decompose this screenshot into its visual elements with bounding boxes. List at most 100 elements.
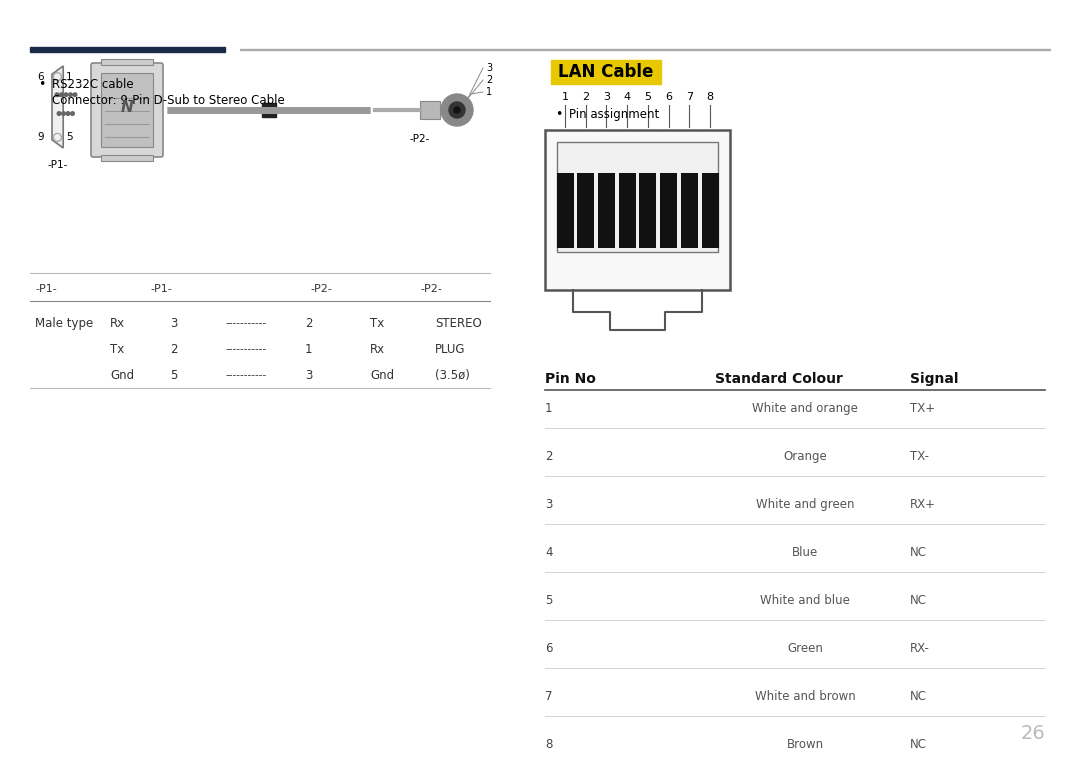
Text: N: N <box>121 99 133 114</box>
Text: 4: 4 <box>623 92 631 102</box>
Text: 6: 6 <box>665 92 672 102</box>
Text: 2: 2 <box>582 92 590 102</box>
Text: -----------: ----------- <box>225 344 267 354</box>
Text: Male type: Male type <box>35 317 93 330</box>
Text: 3: 3 <box>603 92 610 102</box>
Text: -P2-: -P2- <box>409 134 430 144</box>
Text: LAN Cable: LAN Cable <box>558 63 653 81</box>
Text: 5: 5 <box>645 92 651 102</box>
Bar <box>30 47 225 52</box>
Text: White and green: White and green <box>756 497 854 510</box>
Text: Green: Green <box>787 642 823 655</box>
Text: Tx: Tx <box>370 317 384 330</box>
Bar <box>557 142 718 252</box>
Text: -P1-: -P1- <box>35 284 57 294</box>
Bar <box>660 173 677 248</box>
Circle shape <box>69 93 72 96</box>
Polygon shape <box>52 66 64 148</box>
Bar <box>420 101 440 119</box>
Circle shape <box>454 107 460 113</box>
Bar <box>556 173 573 248</box>
Bar <box>680 173 698 248</box>
Text: Pin assignment: Pin assignment <box>569 108 659 121</box>
Text: 8: 8 <box>706 92 714 102</box>
Text: 2: 2 <box>305 317 312 330</box>
Bar <box>545 130 730 290</box>
Text: •: • <box>555 108 563 121</box>
FancyBboxPatch shape <box>91 63 163 157</box>
Text: 2: 2 <box>170 343 177 356</box>
Bar <box>261 103 275 117</box>
Text: RX+: RX+ <box>910 497 936 510</box>
Text: NC: NC <box>910 690 927 703</box>
Bar <box>577 173 594 248</box>
Text: RS232C cable: RS232C cable <box>52 78 134 91</box>
Text: Gnd: Gnd <box>370 369 394 382</box>
Text: Signal: Signal <box>910 372 959 386</box>
Circle shape <box>449 102 465 118</box>
Text: Connector: 9-Pin D-Sub to Stereo Cable: Connector: 9-Pin D-Sub to Stereo Cable <box>52 94 285 107</box>
Text: 26: 26 <box>1021 724 1045 743</box>
Text: NC: NC <box>910 594 927 607</box>
Text: 2: 2 <box>545 449 553 462</box>
Circle shape <box>59 93 64 96</box>
Text: 7: 7 <box>545 690 553 703</box>
Circle shape <box>441 94 473 126</box>
Text: -P1-: -P1- <box>48 160 68 170</box>
Circle shape <box>55 93 58 96</box>
Text: 4: 4 <box>545 546 553 559</box>
Text: 3: 3 <box>305 369 312 382</box>
Text: 3: 3 <box>545 497 552 510</box>
Text: 6: 6 <box>545 642 553 655</box>
Text: -P2-: -P2- <box>420 284 442 294</box>
Text: Tx: Tx <box>110 343 124 356</box>
Bar <box>240 49 1050 50</box>
Text: 1: 1 <box>305 343 312 356</box>
Text: TX+: TX+ <box>910 401 935 414</box>
Circle shape <box>62 111 65 115</box>
Text: Rx: Rx <box>370 343 386 356</box>
Bar <box>551 60 661 84</box>
Text: 5: 5 <box>545 594 552 607</box>
Circle shape <box>73 93 77 96</box>
Text: -P2-: -P2- <box>310 284 332 294</box>
Text: 8: 8 <box>545 738 552 751</box>
Text: 1: 1 <box>545 401 553 414</box>
Text: Blue: Blue <box>792 546 819 559</box>
Text: Gnd: Gnd <box>110 369 134 382</box>
Text: TX-: TX- <box>910 449 929 462</box>
Text: •: • <box>38 78 45 91</box>
Bar <box>102 155 153 161</box>
Text: Brown: Brown <box>786 738 824 751</box>
Text: 7: 7 <box>686 92 693 102</box>
Text: 2: 2 <box>486 75 492 85</box>
Text: 5: 5 <box>66 132 72 143</box>
Bar <box>102 59 153 65</box>
Circle shape <box>57 111 60 115</box>
Circle shape <box>66 111 70 115</box>
Text: 9: 9 <box>38 132 44 143</box>
Text: 5: 5 <box>170 369 177 382</box>
Text: -----------: ----------- <box>225 318 267 328</box>
Text: RX-: RX- <box>910 642 930 655</box>
Bar <box>598 173 615 248</box>
Bar <box>619 173 636 248</box>
Bar <box>702 173 718 248</box>
Text: 3: 3 <box>486 63 492 73</box>
Text: PLUG: PLUG <box>435 343 465 356</box>
Text: White and orange: White and orange <box>752 401 858 414</box>
Text: 1: 1 <box>562 92 568 102</box>
Text: 1: 1 <box>66 72 72 82</box>
Circle shape <box>70 111 75 115</box>
Text: Rx: Rx <box>110 317 125 330</box>
Text: NC: NC <box>910 738 927 751</box>
Text: Pin No: Pin No <box>545 372 596 386</box>
Text: Orange: Orange <box>783 449 827 462</box>
Bar <box>102 73 153 147</box>
Text: 1: 1 <box>486 87 492 97</box>
Text: Standard Colour: Standard Colour <box>715 372 842 386</box>
Text: NC: NC <box>910 546 927 559</box>
Circle shape <box>64 93 68 96</box>
Text: 6: 6 <box>38 72 44 82</box>
Text: White and brown: White and brown <box>755 690 855 703</box>
